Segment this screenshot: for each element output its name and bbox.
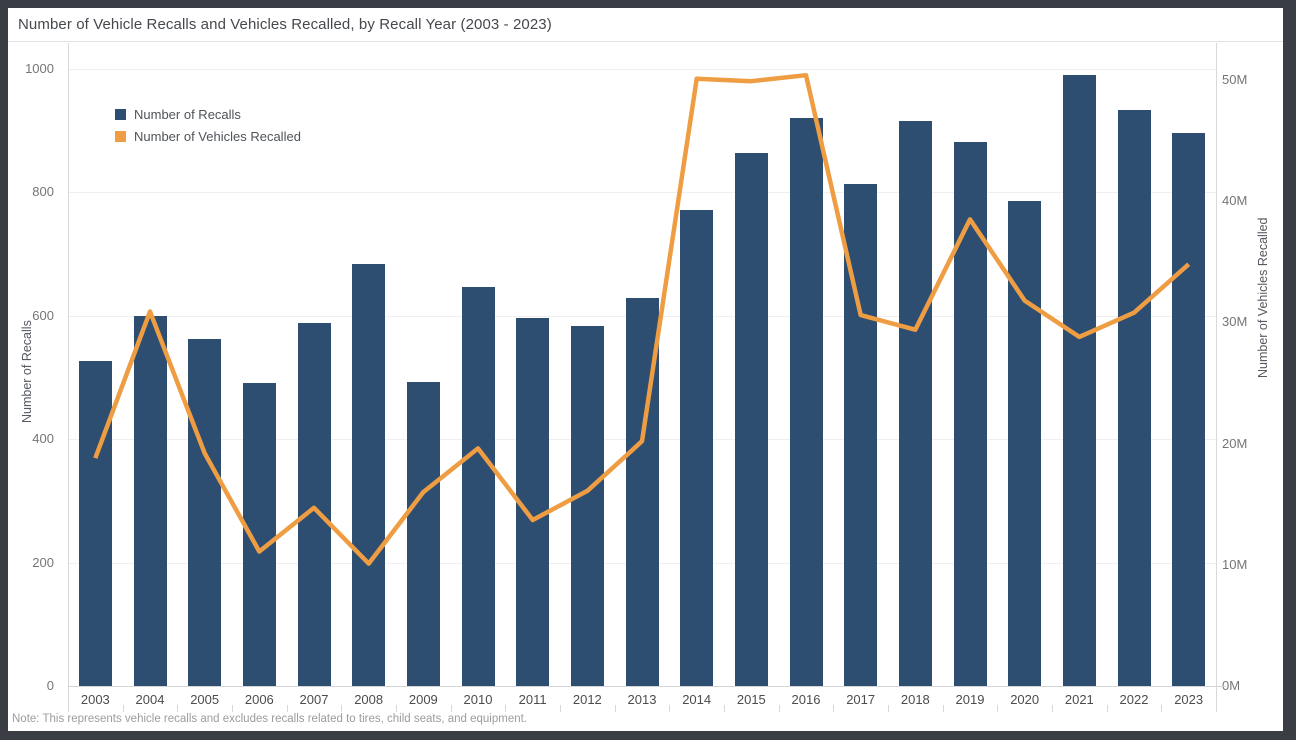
bar-2003[interactable] <box>78 360 112 686</box>
boundary-tick-11 <box>669 705 671 712</box>
bar-2007[interactable] <box>297 322 331 686</box>
left-tick-800: 800 <box>32 184 54 200</box>
boundary-tick-14 <box>833 705 835 712</box>
boundary-tick-1 <box>122 705 124 712</box>
x-label-2010: 2010 <box>463 692 493 707</box>
left-tick-600: 600 <box>32 307 54 323</box>
boundary-tick-0 <box>68 705 69 712</box>
legend-item-vehicles[interactable]: Number of Vehicles Recalled <box>115 125 301 147</box>
boundary-tick-10 <box>614 705 616 712</box>
x-label-2019: 2019 <box>955 692 985 707</box>
bar-2022[interactable] <box>1117 110 1151 686</box>
boundary-tick-21 <box>1216 705 1217 712</box>
bar-2016[interactable] <box>789 117 823 686</box>
gridline-800 <box>68 192 1216 194</box>
x-label-2007: 2007 <box>299 692 329 707</box>
legend-swatch-vehicles <box>115 130 126 142</box>
x-label-2013: 2013 <box>627 692 657 707</box>
x-label-2016: 2016 <box>791 692 821 707</box>
x-label-2015: 2015 <box>736 692 766 707</box>
x-label-2018: 2018 <box>900 692 930 707</box>
boundary-tick-9 <box>560 705 561 712</box>
x-label-2006: 2006 <box>244 692 274 707</box>
bar-2012[interactable] <box>570 326 604 686</box>
x-label-2012: 2012 <box>572 692 602 707</box>
right-tick-0M: 0M <box>1222 678 1241 693</box>
boundary-tick-12 <box>724 705 725 712</box>
boundary-tick-13 <box>778 705 780 712</box>
x-label-2021: 2021 <box>1064 692 1094 707</box>
footnote: Note: This represents vehicle recalls an… <box>12 713 527 725</box>
bar-2009[interactable] <box>406 382 440 686</box>
right-tick-30M: 30M <box>1222 314 1248 330</box>
bar-2015[interactable] <box>734 152 768 686</box>
dashboard-page: Number of Vehicle Recalls and Vehicles R… <box>8 8 1283 731</box>
line-series-svg <box>93 72 1191 566</box>
bar-2014[interactable] <box>680 209 714 686</box>
boundary-tick-4 <box>286 705 288 712</box>
right-tick-40M: 40M <box>1222 193 1248 209</box>
left-tick-1000: 1000 <box>25 61 54 76</box>
boundary-tick-16 <box>942 705 944 712</box>
x-label-2014: 2014 <box>682 692 712 707</box>
plot-right-border <box>1216 43 1217 711</box>
left-tick-0: 0 <box>46 678 54 693</box>
legend-label-recalls: Number of Recalls <box>134 106 241 122</box>
x-label-2017: 2017 <box>846 692 876 707</box>
x-label-2004: 2004 <box>135 692 165 707</box>
legend-label-vehicles: Number of Vehicles Recalled <box>134 128 301 144</box>
bar-2023[interactable] <box>1172 133 1206 686</box>
bar-2004[interactable] <box>133 315 167 686</box>
boundary-tick-7 <box>450 705 452 712</box>
legend: Number of Recalls Number of Vehicles Rec… <box>115 103 301 147</box>
boundary-tick-3 <box>232 705 233 712</box>
x-label-2005: 2005 <box>190 692 220 707</box>
bar-2008[interactable] <box>352 263 386 686</box>
plot-left-border <box>68 43 69 711</box>
right-tick-20M: 20M <box>1222 435 1248 451</box>
boundary-tick-15 <box>888 705 889 712</box>
x-label-2022: 2022 <box>1119 692 1149 707</box>
bar-2011[interactable] <box>516 317 550 686</box>
x-label-2011: 2011 <box>518 692 547 707</box>
bar-2021[interactable] <box>1062 75 1096 686</box>
bar-2018[interactable] <box>898 121 932 686</box>
legend-swatch-recalls <box>115 108 126 120</box>
x-label-2008: 2008 <box>354 692 384 707</box>
chart-title-bar: Number of Vehicle Recalls and Vehicles R… <box>8 8 1283 42</box>
boundary-tick-19 <box>1106 705 1108 712</box>
boundary-tick-17 <box>997 705 999 712</box>
right-tick-50M: 50M <box>1222 72 1248 87</box>
x-label-2023: 2023 <box>1174 692 1204 707</box>
boundary-tick-20 <box>1161 705 1163 712</box>
x-label-2003: 2003 <box>80 692 110 707</box>
plot-area: Number of Recalls Number of Vehicles Rec… <box>68 43 1216 686</box>
x-label-2009: 2009 <box>408 692 438 707</box>
boundary-tick-2 <box>177 705 179 712</box>
left-tick-200: 200 <box>32 554 54 570</box>
left-axis-title: Number of Recalls <box>20 320 34 424</box>
bar-2005[interactable] <box>188 338 222 686</box>
chart-title: Number of Vehicle Recalls and Vehicles R… <box>18 16 552 33</box>
x-axis-line <box>68 686 1226 687</box>
right-tick-10M: 10M <box>1222 556 1248 572</box>
boundary-tick-8 <box>505 705 507 712</box>
boundary-tick-18 <box>1052 705 1053 712</box>
gridline-1000 <box>68 69 1216 70</box>
legend-item-recalls[interactable]: Number of Recalls <box>115 103 301 125</box>
boundary-tick-5 <box>341 705 343 712</box>
x-label-2020: 2020 <box>1010 692 1040 707</box>
left-tick-400: 400 <box>32 431 54 447</box>
bar-2010[interactable] <box>461 287 495 686</box>
vehicles-recalled-line[interactable] <box>93 72 1191 566</box>
boundary-tick-6 <box>396 705 397 712</box>
